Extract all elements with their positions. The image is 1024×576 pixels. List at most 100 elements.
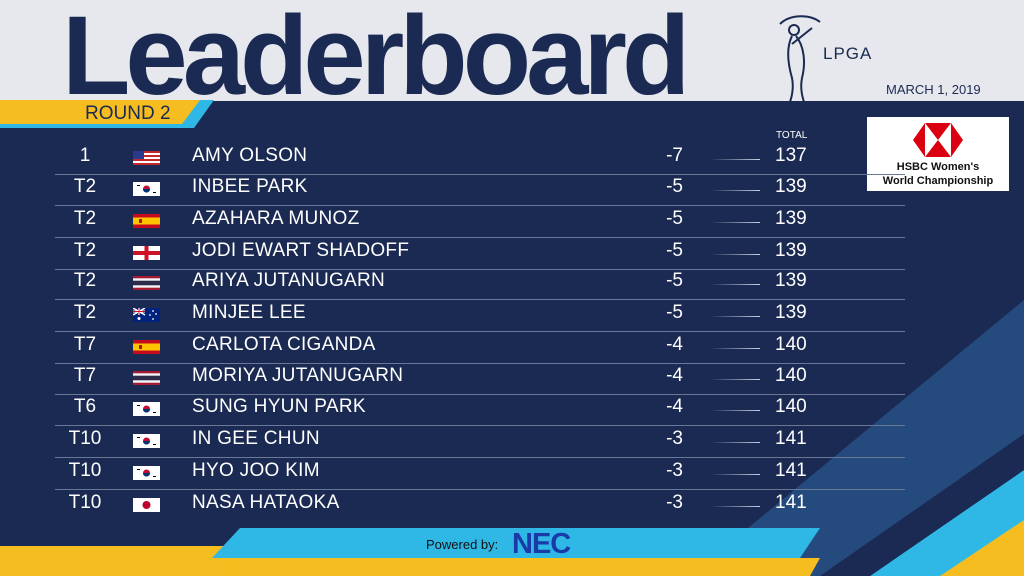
table-row: T10 NASA HATAOKA -3 141: [55, 490, 905, 522]
position: T2: [73, 302, 97, 323]
player-name: IN GEE CHUN: [192, 428, 320, 449]
position: T7: [73, 334, 97, 355]
total-score: 139: [775, 302, 807, 323]
total-score: 141: [775, 492, 807, 513]
total-score: 140: [775, 396, 807, 417]
round-score: -4: [666, 334, 683, 355]
lpga-golfer-logo-icon: [779, 15, 821, 101]
row-separator: [55, 269, 905, 270]
position: 1: [79, 145, 91, 166]
table-row: T2 INBEE PARK -5 139: [55, 174, 905, 206]
round-score: -5: [666, 302, 683, 323]
sponsor-badge: HSBC Women's World Championship: [864, 114, 1012, 194]
header-banner: Leaderboard LPGA MARCH 1, 2019: [0, 0, 1024, 101]
row-separator: [55, 394, 905, 395]
total-score: 140: [775, 334, 807, 355]
table-row: T2 MINJEE LEE -5 139: [55, 300, 905, 332]
round-score: -3: [666, 460, 683, 481]
total-score: 137: [775, 145, 807, 166]
divider-line: [710, 379, 760, 380]
round-score: -5: [666, 270, 683, 291]
total-score: 139: [775, 270, 807, 291]
row-separator: [55, 457, 905, 458]
hsbc-hexagon-logo-icon: [913, 123, 963, 157]
round-label: ROUND 2: [85, 103, 171, 124]
player-name: MINJEE LEE: [192, 302, 306, 323]
spain-flag-icon: [133, 340, 160, 354]
korea-flag-icon: [133, 434, 160, 448]
table-row: T2 AZAHARA MUNOZ -5 139: [55, 206, 905, 238]
divider-line: [710, 506, 760, 507]
row-separator: [55, 363, 905, 364]
lpga-brand-text: LPGA: [823, 44, 873, 63]
event-date: MARCH 1, 2019: [886, 82, 981, 97]
row-separator: [55, 489, 905, 490]
total-column-header: TOTAL: [776, 130, 808, 141]
divider-line: [710, 159, 760, 160]
total-score: 139: [775, 208, 807, 229]
england-flag-icon: [133, 246, 160, 260]
page-title: Leaderboard: [62, 0, 690, 101]
divider-line: [710, 316, 760, 317]
row-separator: [55, 205, 905, 206]
divider-line: [710, 442, 760, 443]
row-separator: [55, 174, 905, 175]
total-score: 141: [775, 428, 807, 449]
korea-flag-icon: [133, 466, 160, 480]
player-name: HYO JOO KIM: [192, 460, 320, 481]
player-name: ARIYA JUTANUGARN: [192, 270, 386, 291]
table-row: T10 IN GEE CHUN -3 141: [55, 426, 905, 458]
round-score: -3: [666, 492, 683, 513]
table-row: T7 MORIYA JUTANUGARN -4 140: [55, 363, 905, 395]
position: T10: [68, 428, 102, 449]
row-separator: [55, 331, 905, 332]
position: T6: [73, 396, 97, 417]
player-name: MORIYA JUTANUGARN: [192, 365, 404, 386]
powered-by-label: Powered by:: [426, 537, 499, 552]
round-score: -5: [666, 208, 683, 229]
japan-flag-icon: [133, 498, 160, 512]
footer-banner: [0, 528, 820, 576]
usa-flag-icon: [133, 151, 160, 165]
position: T10: [68, 460, 102, 481]
spain-flag-icon: [133, 214, 160, 228]
australia-flag-icon: [133, 308, 160, 322]
round-score: -5: [666, 240, 683, 261]
position: T2: [73, 208, 97, 229]
round-score: -3: [666, 428, 683, 449]
round-banner: [0, 100, 214, 128]
divider-line: [710, 410, 760, 411]
position: T2: [73, 176, 97, 197]
thailand-flag-icon: [133, 276, 160, 290]
player-name: NASA HATAOKA: [192, 492, 340, 513]
table-row: T2 JODI EWART SHADOFF -5 139: [55, 238, 905, 270]
player-name: INBEE PARK: [192, 176, 308, 197]
position: T10: [68, 492, 102, 513]
row-separator: [55, 299, 905, 300]
total-score: 139: [775, 240, 807, 261]
nec-logo: NEC: [512, 528, 571, 560]
total-score: 141: [775, 460, 807, 481]
divider-line: [710, 284, 760, 285]
player-name: SUNG HYUN PARK: [192, 396, 366, 417]
row-separator: [55, 237, 905, 238]
total-score: 139: [775, 176, 807, 197]
player-name: AMY OLSON: [192, 145, 308, 166]
table-row: 1 AMY OLSON -7 137: [55, 143, 905, 175]
sponsor-name-line1: HSBC Women's: [896, 161, 980, 173]
sponsor-name-line2: World Championship: [882, 175, 994, 187]
table-row: T2 ARIYA JUTANUGARN -5 139: [55, 268, 905, 300]
player-name: JODI EWART SHADOFF: [192, 240, 410, 261]
round-score: -7: [666, 145, 683, 166]
position: T7: [73, 365, 97, 386]
thailand-flag-icon: [133, 371, 160, 385]
round-score: -4: [666, 365, 683, 386]
round-score: -5: [666, 176, 683, 197]
round-score: -4: [666, 396, 683, 417]
player-name: AZAHARA MUNOZ: [192, 208, 360, 229]
korea-flag-icon: [133, 402, 160, 416]
divider-line: [710, 222, 760, 223]
divider-line: [710, 190, 760, 191]
divider-line: [710, 254, 760, 255]
